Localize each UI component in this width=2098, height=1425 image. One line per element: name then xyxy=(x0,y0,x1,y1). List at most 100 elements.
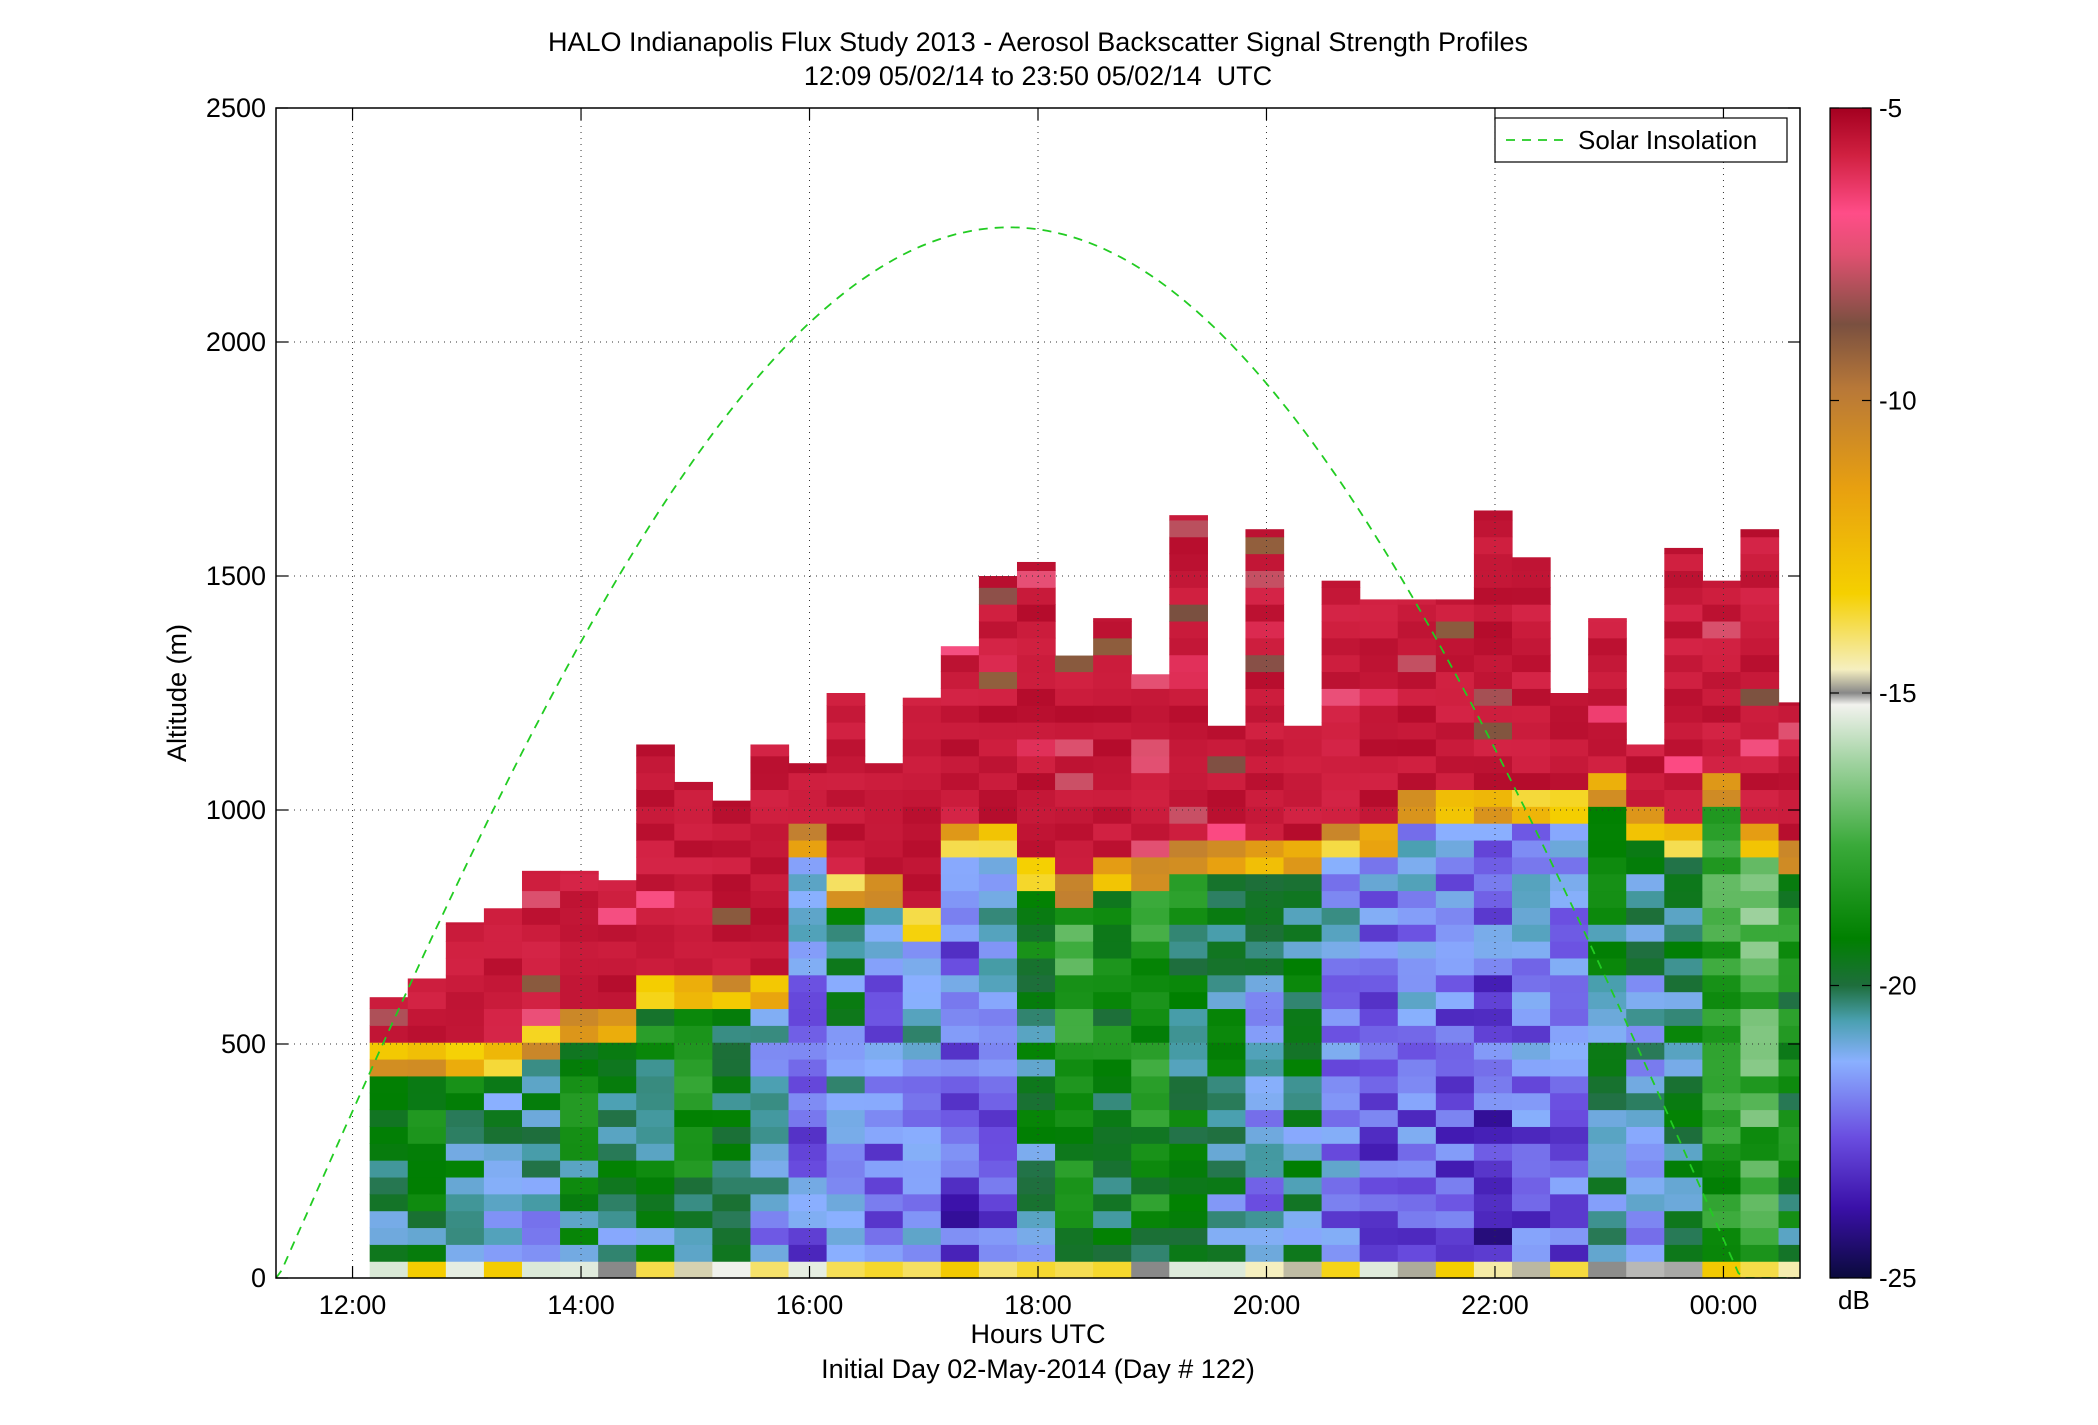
heatmap-cell xyxy=(1321,580,1361,588)
heatmap-cell xyxy=(940,1210,980,1229)
heatmap-cell xyxy=(445,1126,485,1144)
heatmap-cell xyxy=(1016,587,1056,605)
y-axis: 0 500 1000 1500 2000 2500 xyxy=(206,93,1800,1293)
heatmap-cell xyxy=(1093,1244,1132,1262)
heatmap-cell xyxy=(1473,839,1513,858)
heatmap-cell xyxy=(1207,1092,1247,1111)
heatmap-cell xyxy=(712,1058,752,1077)
heatmap-cell xyxy=(598,941,637,959)
heatmap-cell xyxy=(483,1227,523,1245)
heatmap-cell xyxy=(902,1025,942,1043)
heatmap-cell xyxy=(674,924,713,942)
heatmap-cell xyxy=(1093,1261,1132,1278)
heatmap-cell xyxy=(1245,1058,1285,1077)
heatmap-cell xyxy=(1016,705,1056,723)
heatmap-cell xyxy=(940,1058,980,1077)
heatmap-cell xyxy=(483,1126,523,1144)
heatmap-cell xyxy=(636,1143,675,1161)
heatmap-cell xyxy=(750,1244,790,1262)
heatmap-cell xyxy=(1359,722,1399,740)
heatmap-cell xyxy=(1511,789,1551,807)
heatmap-cell xyxy=(864,924,904,942)
heatmap-cell xyxy=(1626,1109,1665,1127)
heatmap-cell xyxy=(1016,1261,1056,1278)
heatmap-cell xyxy=(940,671,980,689)
heatmap-cell xyxy=(1359,654,1399,673)
heatmap-cell xyxy=(1778,1008,1800,1026)
heatmap-cell xyxy=(1473,907,1513,925)
heatmap-cell xyxy=(1511,890,1551,908)
heatmap-cell xyxy=(1664,890,1703,908)
heatmap-cell xyxy=(1283,772,1323,791)
heatmap-cell xyxy=(636,1227,675,1245)
heatmap-cell xyxy=(636,1176,675,1195)
heatmap-cell xyxy=(1093,671,1132,689)
heatmap-cell xyxy=(978,823,1018,841)
heatmap-cell xyxy=(1702,755,1742,774)
heatmap-cell xyxy=(826,957,866,976)
heatmap-cell xyxy=(1131,806,1170,824)
heatmap-cell xyxy=(1245,873,1285,892)
heatmap-cell xyxy=(636,772,675,791)
heatmap-cell xyxy=(1016,604,1056,622)
heatmap-cell xyxy=(1245,1092,1285,1111)
heatmap-cell xyxy=(1511,1109,1551,1127)
heatmap-cell xyxy=(445,974,485,993)
heatmap-cell xyxy=(1283,1244,1323,1262)
heatmap-cell xyxy=(826,693,866,706)
heatmap-cell xyxy=(1359,637,1399,656)
x-tick-label: 18:00 xyxy=(1004,1290,1072,1320)
heatmap-cell xyxy=(1359,1176,1399,1195)
heatmap-cell xyxy=(788,1075,828,1094)
heatmap-cell xyxy=(1664,789,1703,807)
heatmap-cell xyxy=(560,974,599,993)
heatmap-cell xyxy=(1131,722,1170,740)
heatmap-cell xyxy=(560,1193,599,1212)
heatmap-cell xyxy=(1283,957,1323,976)
heatmap-cell xyxy=(1626,1042,1665,1060)
heatmap-cell xyxy=(1664,907,1703,925)
heatmap-cell xyxy=(407,1227,447,1245)
heatmap-cell xyxy=(1169,1025,1208,1043)
heatmap-cell xyxy=(1131,890,1170,908)
heatmap-cell xyxy=(1740,974,1780,993)
heatmap-cell xyxy=(1778,1058,1800,1077)
heatmap-cell xyxy=(483,1025,523,1043)
heatmap-cell xyxy=(978,620,1018,639)
heatmap-cell xyxy=(407,1261,447,1278)
heatmap-cell xyxy=(1131,1227,1170,1245)
heatmap-cell xyxy=(598,1261,637,1278)
heatmap-cell xyxy=(1588,991,1627,1010)
heatmap-cell xyxy=(1435,789,1475,807)
heatmap-cell xyxy=(1283,1075,1323,1094)
heatmap-cell xyxy=(1321,890,1361,908)
heatmap-cell xyxy=(940,856,980,875)
heatmap-cell xyxy=(826,1092,866,1111)
heatmap-cell xyxy=(1283,991,1323,1010)
heatmap-cell xyxy=(1778,1261,1800,1278)
heatmap-cell xyxy=(1435,671,1475,689)
heatmap-cell xyxy=(1664,637,1703,656)
heatmap-cell xyxy=(1093,806,1132,824)
heatmap-cell xyxy=(1169,1075,1208,1094)
heatmap-cell xyxy=(1778,705,1800,723)
heatmap-cell xyxy=(1740,772,1780,791)
heatmap-cell xyxy=(407,1092,447,1111)
heatmap-cell xyxy=(978,772,1018,791)
heatmap-cell xyxy=(1778,772,1800,791)
heatmap-cell xyxy=(750,1176,790,1195)
heatmap-cell xyxy=(407,1109,447,1127)
heatmap-cell xyxy=(712,1042,752,1060)
heatmap-cell xyxy=(1664,1244,1703,1262)
heatmap-cell xyxy=(1321,1025,1361,1043)
heatmap-cell xyxy=(445,1042,485,1060)
heatmap-cell xyxy=(1740,856,1780,875)
heatmap-cell xyxy=(598,991,637,1010)
heatmap-cell xyxy=(1778,1176,1800,1195)
heatmap-cell xyxy=(1588,957,1627,976)
heatmap-cell xyxy=(1778,924,1800,942)
heatmap-cell xyxy=(1778,991,1800,1010)
y-tick-label: 2500 xyxy=(206,93,266,123)
heatmap-cell xyxy=(826,1143,866,1161)
heatmap-cell xyxy=(1511,941,1551,959)
